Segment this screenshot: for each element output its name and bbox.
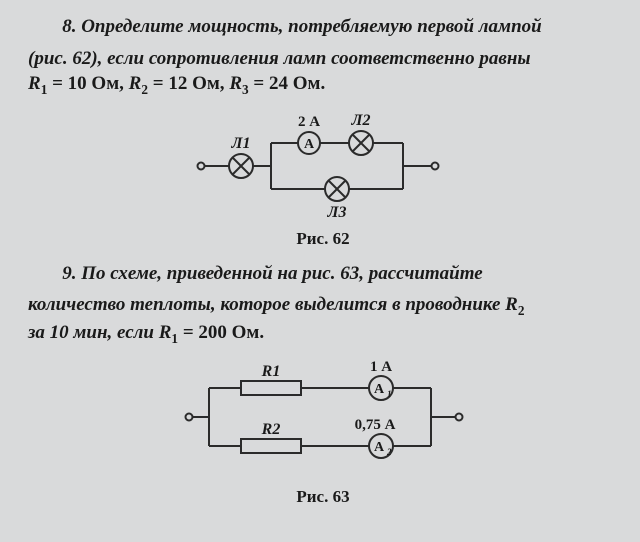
svg-text:Л2: Л2 <box>351 112 371 129</box>
svg-text:R1: R1 <box>261 363 281 380</box>
problem-9-number: 9. <box>62 263 76 284</box>
problem-9-text1: По схеме, приведенной на рис. 63, рассчи… <box>81 263 483 284</box>
svg-text:А: А <box>374 440 385 455</box>
problem-8-line3: R1 = 10 Ом, R2 = 12 Ом, R3 = 24 Ом. <box>28 71 618 99</box>
p9-r1-val: = 200 Ом. <box>178 322 264 343</box>
r1-sym: R <box>28 73 41 94</box>
problem-9-line2: количество теплоты, которое выделится в … <box>28 292 618 320</box>
svg-text:Л3: Л3 <box>327 204 347 218</box>
svg-text:А: А <box>304 137 315 152</box>
r2-sym: R <box>129 73 142 94</box>
svg-text:R2: R2 <box>261 421 281 438</box>
figure-62: А Л1 2 А Л2 Л3 <box>28 103 618 226</box>
r3-sub: 3 <box>242 82 249 97</box>
problem-8-text2: (рис. 62), если сопротивления ламп соотв… <box>28 48 531 69</box>
circuit-63: А1А2R1R21 А0,75 А <box>163 352 483 477</box>
problem-9: 9. По схеме, приведенной на рис. 63, рас… <box>28 261 618 287</box>
svg-text:Л1: Л1 <box>231 135 251 152</box>
r2-sub: 2 <box>141 82 148 97</box>
figure-63-caption: Рис. 63 <box>28 486 618 509</box>
svg-text:2: 2 <box>386 447 392 457</box>
circuit-62: А Л1 2 А Л2 Л3 <box>183 103 463 218</box>
figure-62-caption: Рис. 62 <box>28 228 618 251</box>
svg-text:1 А: 1 А <box>370 359 392 375</box>
svg-text:0,75 А: 0,75 А <box>355 417 396 433</box>
problem-8-number: 8. <box>62 16 76 37</box>
p9-r1-sym: R <box>159 322 172 343</box>
svg-text:2 А: 2 А <box>298 114 320 130</box>
r3-val: = 24 Ом. <box>249 73 326 94</box>
r2-val: = 12 Ом, <box>148 73 229 94</box>
svg-text:А: А <box>374 382 385 397</box>
figure-63: А1А2R1R21 А0,75 А <box>28 352 618 485</box>
p9-r2-sym: R <box>505 294 518 315</box>
r1-val: = 10 Ом, <box>47 73 128 94</box>
r3-sym: R <box>229 73 242 94</box>
problem-8: 8. Определите мощность, потребляемую пер… <box>28 14 618 40</box>
problem-9-text2: количество теплоты, которое выделится в … <box>28 294 505 315</box>
p9-r2-sub: 2 <box>518 303 525 318</box>
svg-text:1: 1 <box>387 389 392 399</box>
problem-9-line3: за 10 мин, если R1 = 200 Ом. <box>28 320 618 348</box>
page: 8. Определите мощность, потребляемую пер… <box>0 0 640 527</box>
problem-8-line2: (рис. 62), если сопротивления ламп соотв… <box>28 46 618 72</box>
problem-8-text1: Определите мощность, потребляемую первой… <box>81 16 542 37</box>
problem-9-text3: за 10 мин, если <box>28 322 159 343</box>
